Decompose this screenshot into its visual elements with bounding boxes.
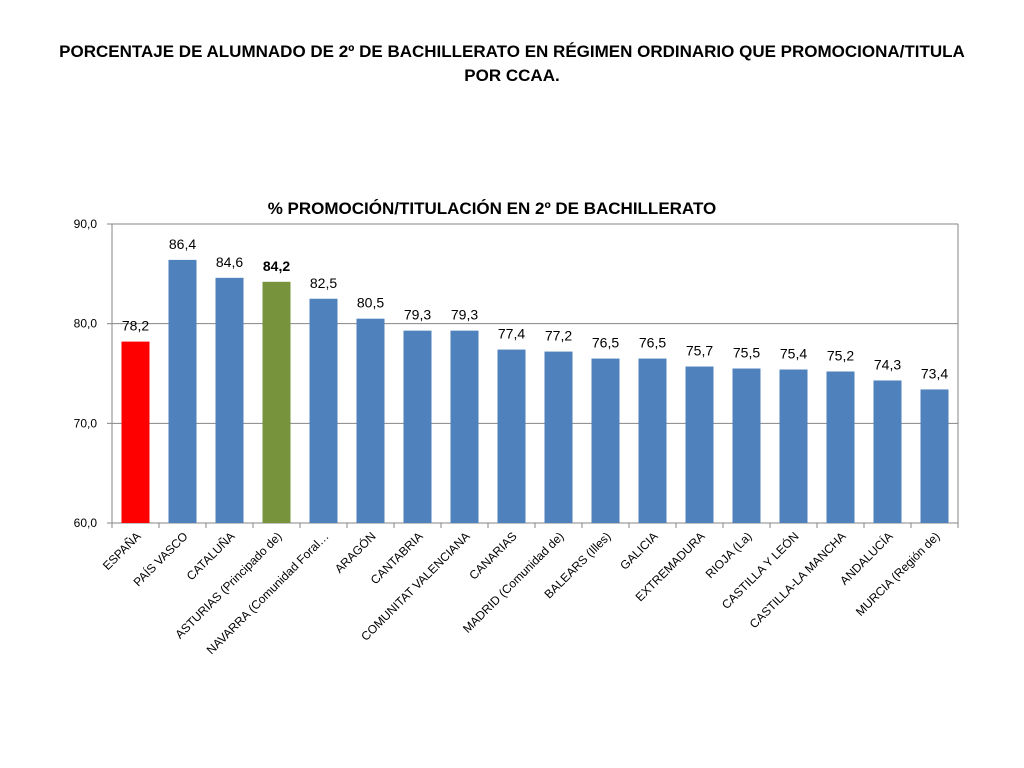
- y-tick-label: 70,0: [74, 416, 98, 430]
- bar: [168, 259, 197, 523]
- category-label: MURCIA (Región de): [853, 529, 943, 619]
- bar: [732, 368, 761, 523]
- bar: [450, 330, 479, 523]
- y-axis-ticks: 60,0 70,0 80,0 90,0: [74, 217, 98, 530]
- bar: [685, 366, 714, 523]
- bar: [403, 330, 432, 523]
- bar: [262, 281, 291, 523]
- data-label: 79,3: [451, 307, 478, 323]
- bar: [920, 389, 949, 523]
- data-label: 75,5: [733, 345, 760, 361]
- data-label: 75,4: [780, 346, 807, 362]
- data-label: 80,5: [357, 295, 384, 311]
- data-labels: 78,2 86,4 84,6 84,2 82,5 80,5 79,3 79,3 77,4 77,2…: [122, 236, 948, 382]
- bar: [779, 369, 808, 523]
- bar: [309, 298, 338, 523]
- bar: [826, 371, 855, 523]
- category-label: ARAGÓN: [331, 529, 378, 576]
- data-label: 84,2: [263, 258, 290, 274]
- bar: [591, 358, 620, 523]
- data-label: 77,4: [498, 326, 525, 342]
- data-label: 79,3: [404, 307, 431, 323]
- data-label: 76,5: [639, 335, 666, 351]
- chart-title: % PROMOCIÓN/TITULACIÓN EN 2º DE BACHILLE…: [268, 199, 717, 218]
- bar: [873, 380, 902, 523]
- slide-title: PORCENTAJE DE ALUMNADO DE 2º DE BACHILLE…: [59, 42, 965, 85]
- data-label: 75,2: [827, 348, 854, 364]
- y-tick-label: 90,0: [74, 217, 98, 231]
- bar: [497, 349, 526, 523]
- category-label: CASTILLA Y LEÓN: [718, 529, 801, 612]
- data-label: 82,5: [310, 275, 337, 291]
- bar: [638, 358, 667, 523]
- data-label: 86,4: [169, 236, 196, 252]
- bars: [121, 259, 949, 523]
- category-label: ESPAÑA: [100, 529, 144, 573]
- data-label: 73,4: [921, 365, 948, 381]
- bar: [544, 351, 573, 523]
- data-label: 84,6: [216, 254, 243, 270]
- category-label: GALICIA: [617, 529, 660, 572]
- y-tick-label: 80,0: [74, 317, 98, 331]
- data-label: 76,5: [592, 335, 619, 351]
- bar: [356, 318, 385, 523]
- y-tick-label: 60,0: [74, 516, 98, 530]
- gridlines: [107, 223, 959, 528]
- category-label: CASTILLA-LA MANCHA: [747, 529, 849, 631]
- data-label: 78,2: [122, 318, 149, 334]
- data-label: 77,2: [545, 328, 572, 344]
- bar: [121, 341, 150, 523]
- data-label: 75,7: [686, 343, 713, 359]
- data-label: 74,3: [874, 356, 901, 372]
- bar: [215, 277, 244, 523]
